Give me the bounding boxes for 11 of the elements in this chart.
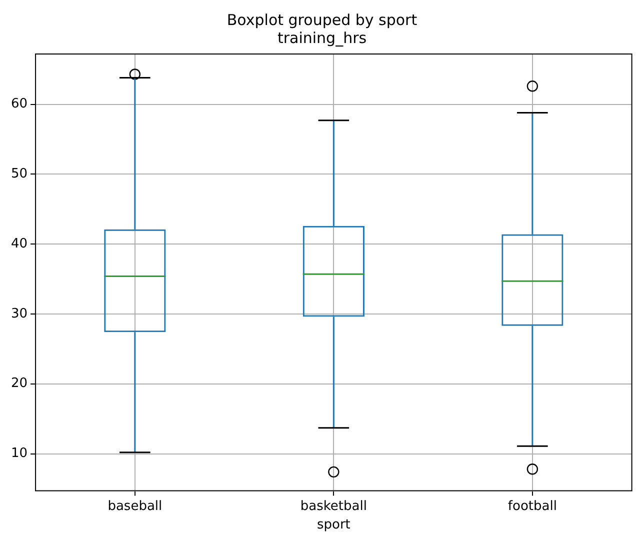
y-tick-label: 50 — [10, 166, 28, 182]
y-tick-label: 40 — [10, 236, 28, 252]
y-tick-label: 60 — [10, 96, 28, 112]
y-tick-label: 10 — [10, 446, 28, 462]
y-tick-label: 30 — [10, 306, 28, 322]
x-tick-label: baseball — [108, 498, 162, 514]
y-tick-label: 20 — [10, 376, 28, 392]
x-tick-label: football — [508, 498, 557, 514]
chart-title: Boxplot grouped by sport training_hrs — [226, 10, 418, 47]
x-tick-label: basketball — [300, 498, 367, 514]
x-axis-title: sport — [316, 518, 350, 533]
